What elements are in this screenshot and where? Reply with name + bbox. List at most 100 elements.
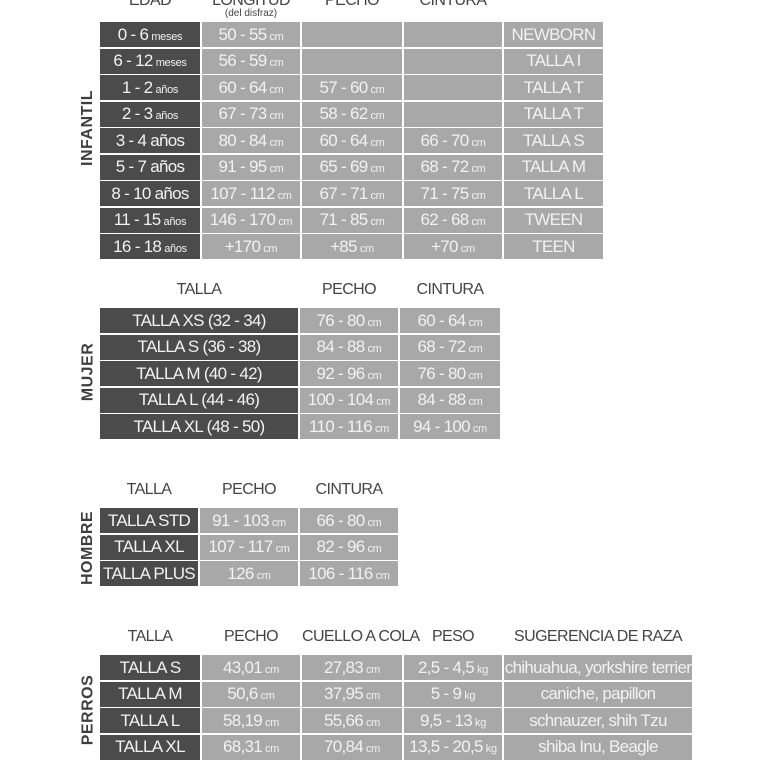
column-header: CINTURA <box>404 0 502 10</box>
table-cell: TALLA M <box>100 681 200 707</box>
cell-value: TALLA T <box>523 104 584 123</box>
table-cell: TALLA M <box>504 154 603 180</box>
cell-value: TALLA XS (32 - 34) <box>132 310 266 330</box>
table-cell: TALLA XS (32 - 34) <box>100 308 298 333</box>
cell-unit: cm <box>471 136 486 149</box>
cell-value: 110 - 116 <box>308 416 373 436</box>
section-label-infantil: INFANTIL <box>79 90 96 166</box>
column-header-text: PECHO <box>224 628 279 645</box>
table-cell: 55,66 cm <box>302 708 402 733</box>
table-cell <box>404 22 502 47</box>
cell-unit: cm <box>256 569 271 582</box>
cell-unit: cm <box>264 716 280 729</box>
table-cell: TALLA XL <box>100 534 198 560</box>
cell-value: +170 <box>224 236 261 256</box>
cell-value: 6 - 12 <box>113 51 153 70</box>
table-cell: chihuahua, yorkshire terrier <box>504 655 692 680</box>
cell-unit: cm <box>365 663 381 676</box>
table-cell: 60 - 64 cm <box>400 308 500 333</box>
table-row: TALLA STD 91 - 103 cm 66 - 80 cm <box>100 508 400 533</box>
cell-unit: cm <box>365 716 381 729</box>
table-cell: 84 - 88 cm <box>300 334 398 360</box>
column-header-text: CINTURA <box>315 481 384 498</box>
cell-value: 71 - 85 <box>319 210 368 229</box>
cell-value: 67 - 73 <box>218 104 267 123</box>
cell-value: TALLA L <box>120 710 180 730</box>
table-cell: TALLA I <box>504 48 603 74</box>
cell-value: 106 - 116 <box>308 563 373 583</box>
table-cell: TALLA L (44 - 46) <box>100 387 298 413</box>
table-cell <box>404 48 502 74</box>
table-row: TALLA XL 107 - 117 cm 82 - 96 cm <box>100 534 400 560</box>
table-cell: 94 - 100 cm <box>400 414 500 439</box>
table-cell: TALLA S (36 - 38) <box>100 334 298 360</box>
cell-unit: cm <box>269 30 284 43</box>
table-cell: TALLA L <box>100 708 200 733</box>
table-row: TALLA XL (48 - 50) 110 - 116 cm 94 - 100 cm <box>100 414 502 439</box>
section-label-perros: PERROS <box>78 674 96 746</box>
cell-unit: cm <box>468 396 483 408</box>
table-row: TALLA L 58,19 cm 55,66 cm 9,5 - 13 kg schnauzer… <box>100 708 694 733</box>
column-header-text: CINTURA <box>416 281 485 298</box>
cell-unit: cm <box>277 189 292 202</box>
cell-value: TALLA L (44 - 46) <box>138 390 260 409</box>
table-cell: shiba Inu, Beagle <box>504 734 692 760</box>
column-header-text: TALLA <box>127 628 173 645</box>
cell-value: 71 - 75 <box>420 183 469 203</box>
table-cell: 1 - 2 años <box>100 75 200 100</box>
cell-unit: cm <box>365 690 381 702</box>
table-cell: TALLA PLUS <box>100 561 198 586</box>
cell-unit: cm <box>367 343 382 355</box>
table-cell <box>302 48 402 74</box>
cell-unit: cm <box>468 316 483 329</box>
column-header: PECHO <box>302 0 402 10</box>
table-cell: TWEEN <box>504 207 603 233</box>
table-cell: 50 - 55 cm <box>202 22 300 47</box>
table-cell: 91 - 103 cm <box>200 508 298 533</box>
cell-value: 66 - 70 <box>420 130 469 150</box>
cell-value: TALLA STD <box>107 510 191 530</box>
cell-value: 66 - 80 <box>316 510 365 530</box>
table-row: TALLA L (44 - 46) 100 - 104 cm 84 - 88 cm <box>100 387 502 413</box>
cell-unit: cm <box>370 163 385 175</box>
cell-value: +70 <box>431 236 458 256</box>
cell-unit: cm <box>375 569 390 582</box>
cell-value: +85 <box>330 236 357 256</box>
cell-unit: cm <box>370 83 385 96</box>
cell-value: 107 - 117 <box>208 537 273 556</box>
cell-unit: cm <box>471 163 486 175</box>
table-cell: TALLA XL <box>100 734 200 760</box>
cell-unit: cm <box>370 189 385 202</box>
cell-unit: kg <box>464 690 476 702</box>
table-cell: 58 - 62 cm <box>302 101 402 127</box>
cell-value: 146 - 170 <box>209 210 276 229</box>
cell-unit: cm <box>367 516 382 529</box>
cell-unit: años <box>164 242 187 255</box>
cell-value: 91 - 95 <box>218 157 267 176</box>
cell-unit: kg <box>475 716 487 729</box>
table-row: TALLA S (36 - 38) 84 - 88 cm 68 - 72 cm <box>100 334 502 360</box>
cell-value: TALLA M (40 - 42) <box>136 363 262 383</box>
cell-value: TALLA L <box>523 183 584 203</box>
table-cell: TALLA S <box>100 655 200 680</box>
table-row: 0 - 6 meses 50 - 55 cm NEWBORN <box>100 22 605 47</box>
table-row: TALLA XL 68,31 cm 70,84 cm 13,5 - 20,5 kg shiba… <box>100 734 694 760</box>
table-cell: TALLA S <box>504 128 603 153</box>
table-cell: 5 - 9 kg <box>404 681 502 707</box>
table-row: 8 - 10 años 107 - 112 cm 67 - 71 cm 71 - 75 cm… <box>100 181 605 206</box>
column-header: EDAD <box>100 0 200 10</box>
cell-value: 0 - 6 <box>117 24 149 44</box>
table-cell: 92 - 96 cm <box>300 361 398 386</box>
cell-unit: cm <box>376 396 391 408</box>
table-cell: 27,83 cm <box>302 655 402 680</box>
cell-unit: kg <box>485 743 497 755</box>
cell-value: 8 - 10 años <box>111 183 189 203</box>
table-cell: +70 cm <box>404 234 502 259</box>
cell-unit: cm <box>471 189 486 202</box>
cell-unit: cm <box>269 57 284 69</box>
cell-value: 50 - 55 <box>218 24 267 44</box>
table-cell: 91 - 95 cm <box>202 154 300 180</box>
column-header: PECHO <box>202 628 300 646</box>
cell-value: 2,5 - 4,5 <box>417 657 475 677</box>
table-cell: TALLA T <box>504 75 603 100</box>
